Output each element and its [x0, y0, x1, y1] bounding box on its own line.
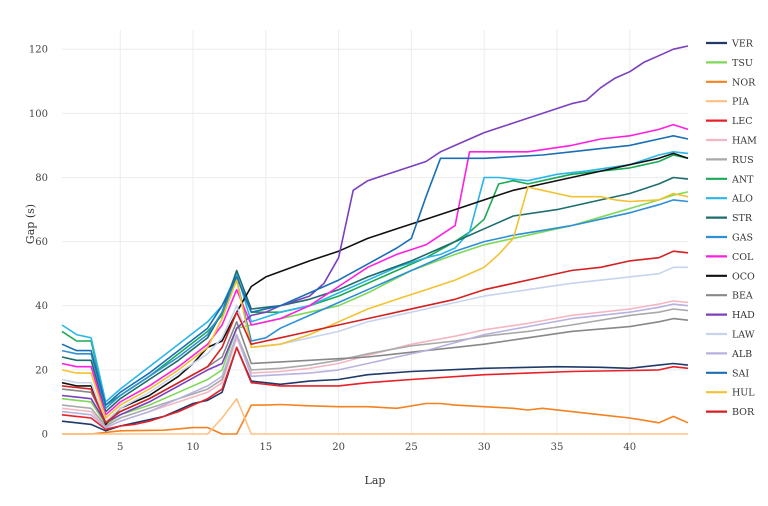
series-line-law: [61, 266, 688, 422]
x-tick-label: 30: [478, 442, 491, 453]
legend-item-bea[interactable]: BEA: [706, 291, 753, 302]
legend-label: TSU: [732, 58, 753, 69]
legend-item-sai[interactable]: SAI: [706, 368, 749, 379]
x-tick-label: 15: [259, 442, 272, 453]
series-line-had: [61, 45, 689, 424]
legend-item-lec[interactable]: LEC: [706, 116, 753, 127]
y-tick-label: 120: [29, 45, 48, 56]
legend-item-alo[interactable]: ALO: [706, 194, 753, 205]
legend-item-alb[interactable]: ALB: [706, 349, 752, 360]
y-tick-label: 20: [35, 365, 48, 376]
legend-label: OCO: [732, 271, 755, 282]
y-axis-label: Gap (s): [24, 204, 37, 244]
legend-label: BOR: [732, 407, 755, 418]
legend-label: SAI: [732, 368, 749, 379]
y-tick-label: 60: [35, 237, 48, 248]
legend-label: STR: [732, 213, 753, 224]
legend-item-col[interactable]: COL: [706, 252, 754, 263]
legend-label: HAD: [732, 310, 755, 321]
legend-item-had[interactable]: HAD: [706, 310, 755, 321]
legend-label: HUL: [732, 388, 755, 399]
legend-item-str[interactable]: STR: [706, 213, 753, 224]
series-line-lec: [61, 346, 689, 430]
legend-item-ver[interactable]: VER: [706, 39, 754, 50]
series-line-sai: [61, 135, 689, 406]
legend-item-bor[interactable]: BOR: [706, 407, 755, 418]
series-line-bor: [61, 250, 689, 424]
legend-item-law[interactable]: LAW: [706, 330, 755, 341]
x-tick-label: 20: [332, 442, 345, 453]
x-tick-label: 10: [187, 442, 200, 453]
x-axis-label: Lap: [365, 474, 386, 487]
legend-item-tsu[interactable]: TSU: [706, 58, 753, 69]
series-line-oco: [61, 152, 689, 426]
legend-item-ant[interactable]: ANT: [706, 174, 754, 185]
legend-label: BEA: [732, 291, 753, 302]
series-line-hul: [61, 186, 689, 419]
legend-item-oco[interactable]: OCO: [706, 271, 755, 282]
series-line-alo: [61, 151, 689, 403]
legend-label: PIA: [732, 97, 749, 108]
x-tick-label: 40: [623, 442, 636, 453]
y-tick-label: 80: [35, 173, 48, 184]
y-tick-label: 100: [29, 109, 48, 120]
series-line-str: [61, 176, 689, 413]
legend-label: NOR: [732, 77, 756, 88]
legend-item-rus[interactable]: RUS: [706, 155, 754, 166]
series-line-pia: [62, 397, 688, 435]
legend-label: RUS: [732, 155, 754, 166]
legend-label: LAW: [732, 330, 755, 341]
x-tick-label: 5: [117, 442, 123, 453]
legend-label: VER: [731, 39, 754, 50]
legend-label: LEC: [732, 116, 753, 127]
legend-item-ham[interactable]: HAM: [706, 136, 757, 147]
x-tick-label: 25: [405, 442, 418, 453]
legend-label: ALO: [731, 194, 753, 205]
series-line-tsu: [61, 191, 689, 426]
legend: VER TSU NOR PIA LEC HAM RUS ANT ALO STR GAS COL OCO B…: [706, 39, 757, 418]
legend-label: COL: [732, 252, 754, 263]
series-line-alb: [61, 303, 689, 429]
x-tick-label: 35: [551, 442, 564, 453]
legend-item-hul[interactable]: HUL: [706, 388, 755, 399]
series-lines: [61, 45, 689, 435]
y-tick-label: 0: [42, 430, 48, 441]
legend-label: ALB: [731, 349, 752, 360]
legend-label: ANT: [731, 174, 754, 185]
y-tick-label: 40: [35, 301, 48, 312]
axes: 0 20 40 60 80 100 120 5 10 15 20 25 30 35 40: [29, 45, 636, 453]
series-line-nor: [62, 402, 689, 435]
legend-label: GAS: [732, 233, 753, 244]
series-line-gas: [61, 199, 689, 410]
legend-label: HAM: [732, 136, 757, 147]
legend-item-gas[interactable]: GAS: [706, 233, 753, 244]
legend-item-pia[interactable]: PIA: [706, 97, 749, 108]
series-line-rus: [61, 308, 689, 427]
series-line-col: [61, 123, 689, 416]
legend-item-nor[interactable]: NOR: [706, 77, 756, 88]
